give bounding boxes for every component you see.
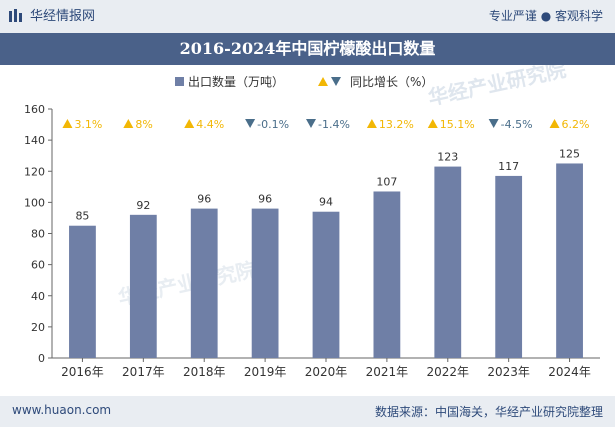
brand-name: 华经情报网 — [30, 9, 96, 24]
bar-value-label: 107 — [376, 175, 397, 188]
title-bar: 2016-2024年中国柠檬酸出口数量 — [0, 33, 615, 65]
growth-down-triangle — [245, 119, 256, 128]
tagline: 专业严谨 ● 客观科学 — [488, 9, 603, 23]
x-tick-label: 2021年 — [366, 365, 409, 379]
bar — [69, 225, 96, 358]
growth-label: 4.4% — [196, 118, 224, 131]
growth-down-triangle — [488, 119, 499, 128]
x-tick-label: 2024年 — [548, 365, 591, 379]
x-tick-label: 2016年 — [61, 365, 104, 379]
bar-value-label: 94 — [319, 196, 333, 209]
growth-up-triangle — [62, 119, 73, 128]
growth-up-triangle — [549, 119, 560, 128]
watermark-text: 华经产业研究院 — [426, 65, 568, 110]
bar — [251, 208, 279, 358]
y-tick-label: 0 — [38, 352, 45, 365]
y-tick-label: 140 — [24, 134, 45, 147]
y-tick-label: 20 — [31, 321, 45, 334]
growth-label: 13.2% — [379, 118, 414, 131]
y-tick-label: 120 — [24, 165, 45, 178]
growth-label: 15.1% — [440, 118, 475, 131]
bar-value-label: 85 — [75, 210, 89, 223]
header-bar: 华经情报网 专业严谨 ● 客观科学 — [0, 0, 615, 33]
bar — [373, 191, 401, 358]
footer-bar: www.huaon.com 数据来源：中国海关，华经产业研究院整理 — [0, 396, 615, 427]
bar — [129, 214, 157, 358]
growth-label: 8% — [135, 118, 152, 131]
y-tick-label: 100 — [24, 196, 45, 209]
legend-up-triangle — [318, 77, 328, 86]
growth-up-triangle — [366, 119, 377, 128]
bar-value-label: 96 — [197, 193, 211, 206]
bar-value-label: 123 — [437, 151, 458, 164]
x-tick-label: 2018年 — [183, 365, 226, 379]
growth-label: -4.5% — [501, 118, 533, 131]
x-tick-label: 2023年 — [487, 365, 530, 379]
x-tick-label: 2019年 — [244, 365, 287, 379]
bar-value-label: 92 — [136, 199, 150, 212]
growth-down-triangle — [306, 119, 316, 128]
x-tick-label: 2020年 — [305, 365, 348, 379]
bar — [312, 211, 340, 358]
growth-up-triangle — [427, 119, 438, 128]
growth-label: 3.1% — [74, 118, 102, 131]
x-tick-label: 2017年 — [122, 365, 165, 379]
bar — [556, 163, 583, 358]
y-tick-label: 40 — [31, 290, 45, 303]
bar — [190, 208, 218, 358]
website-url[interactable]: www.huaon.com — [12, 403, 112, 417]
bar-value-label: 117 — [498, 160, 519, 173]
legend-bar-swatch — [175, 77, 184, 86]
y-tick-label: 80 — [31, 228, 45, 241]
growth-label: -0.1% — [257, 118, 289, 131]
chart-title: 2016-2024年中国柠檬酸出口数量 — [179, 39, 436, 58]
growth-label: 6.2% — [562, 118, 590, 131]
y-tick-label: 160 — [24, 103, 45, 116]
bar — [495, 175, 523, 358]
legend-growth-label: 同比增长（%） — [350, 75, 433, 89]
bar-value-label: 96 — [258, 193, 272, 206]
data-source: 数据来源：中国海关，华经产业研究院整理 — [374, 405, 603, 419]
legend-bar-label: 出口数量（万吨） — [188, 74, 284, 89]
legend-down-triangle — [331, 77, 341, 86]
logo-icon — [9, 9, 22, 22]
y-tick-label: 60 — [31, 259, 45, 272]
growth-up-triangle — [184, 119, 195, 128]
growth-label: -1.4% — [318, 118, 350, 131]
bar — [434, 166, 462, 358]
bar-value-label: 125 — [559, 147, 580, 160]
x-tick-label: 2022年 — [427, 365, 470, 379]
growth-up-triangle — [123, 119, 134, 128]
